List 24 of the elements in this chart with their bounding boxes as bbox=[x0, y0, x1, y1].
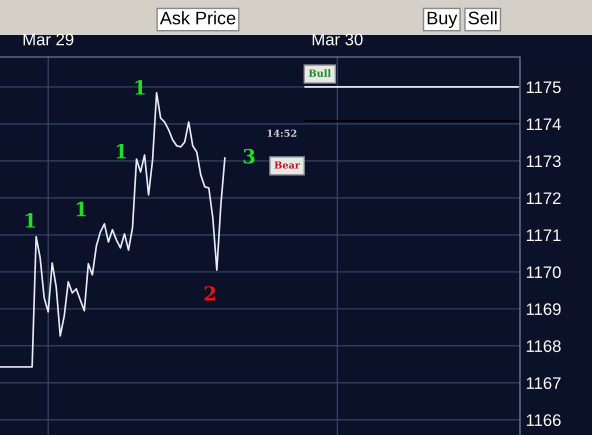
annotation: 1 bbox=[116, 144, 126, 158]
text: Ask Price bbox=[160, 11, 236, 24]
y-tick-label: 1174 bbox=[526, 118, 561, 130]
y-tick-label: 1175 bbox=[526, 82, 561, 94]
y-tick-label: 1169 bbox=[526, 303, 561, 316]
y-tick-label: 1166 bbox=[526, 414, 561, 426]
annotation: 1 bbox=[76, 202, 86, 216]
annotation: 1 bbox=[26, 213, 35, 228]
annotation: 14:52 bbox=[268, 130, 296, 137]
y-tick-label: 1170 bbox=[526, 266, 561, 278]
x-tick-label: Mar 30 bbox=[312, 34, 363, 46]
y-tick-label: 1171 bbox=[526, 229, 561, 241]
annotation: 3 bbox=[244, 148, 255, 164]
text: Buy bbox=[428, 12, 458, 28]
annotation: Bear bbox=[274, 161, 300, 169]
y-tick-label: 1167 bbox=[526, 377, 561, 390]
y-tick-label: 1168 bbox=[526, 340, 561, 352]
y-tick-label: 1172 bbox=[526, 192, 561, 204]
annotation: Bull bbox=[308, 69, 331, 77]
y-tick-label: 1173 bbox=[526, 155, 561, 168]
text: Sell bbox=[468, 11, 497, 24]
annotation: 2 bbox=[204, 286, 216, 301]
x-tick-label: Mar 29 bbox=[24, 34, 74, 46]
annotation: 1 bbox=[135, 80, 145, 94]
